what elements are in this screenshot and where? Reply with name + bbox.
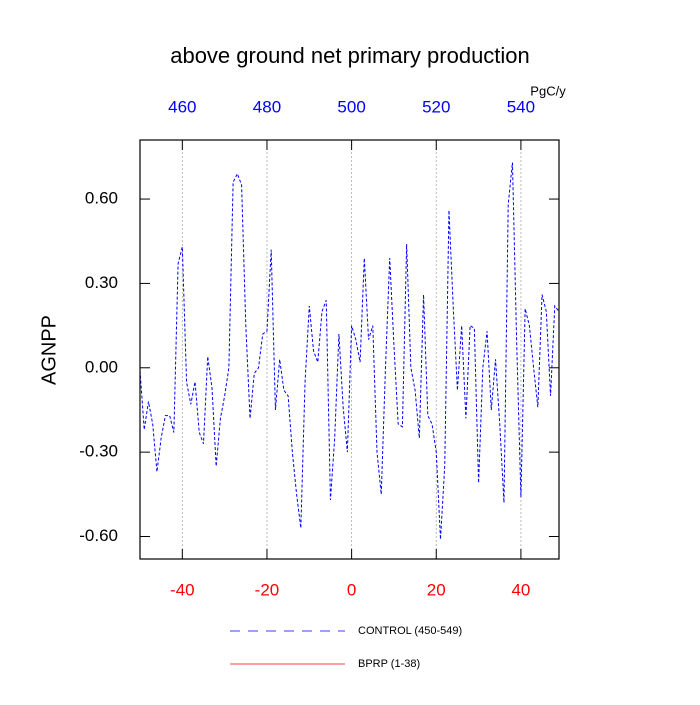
y-tick-label: 0.60 [85,189,118,208]
y-tick-label: -0.30 [79,442,118,461]
x2-tick-label: 460 [168,97,196,116]
x2-unit-label: PgC/y [530,83,566,98]
legend-label: CONTROL (450-549) [358,625,462,637]
y-axis-label: AGNPP [38,315,60,385]
x-tick-label: -20 [255,580,280,599]
legend-label: BPRP (1-38) [358,658,420,670]
x-tick-label: 40 [511,580,530,599]
y-tick-label: 0.30 [85,273,118,292]
x-tick-label: 0 [347,580,356,599]
x2-tick-label: 500 [337,97,365,116]
x2-tick-label: 520 [422,97,450,116]
plot-frame [139,139,560,560]
chart-title: above ground net primary production [170,43,530,68]
data-line [139,162,560,540]
x2-tick-label: 480 [253,97,281,116]
y-tick-label: -0.60 [79,526,118,545]
y-tick-label: 0.00 [85,357,118,376]
x2-tick-label: 540 [507,97,535,116]
x-tick-label: 20 [427,580,446,599]
x-tick-label: -40 [170,580,195,599]
